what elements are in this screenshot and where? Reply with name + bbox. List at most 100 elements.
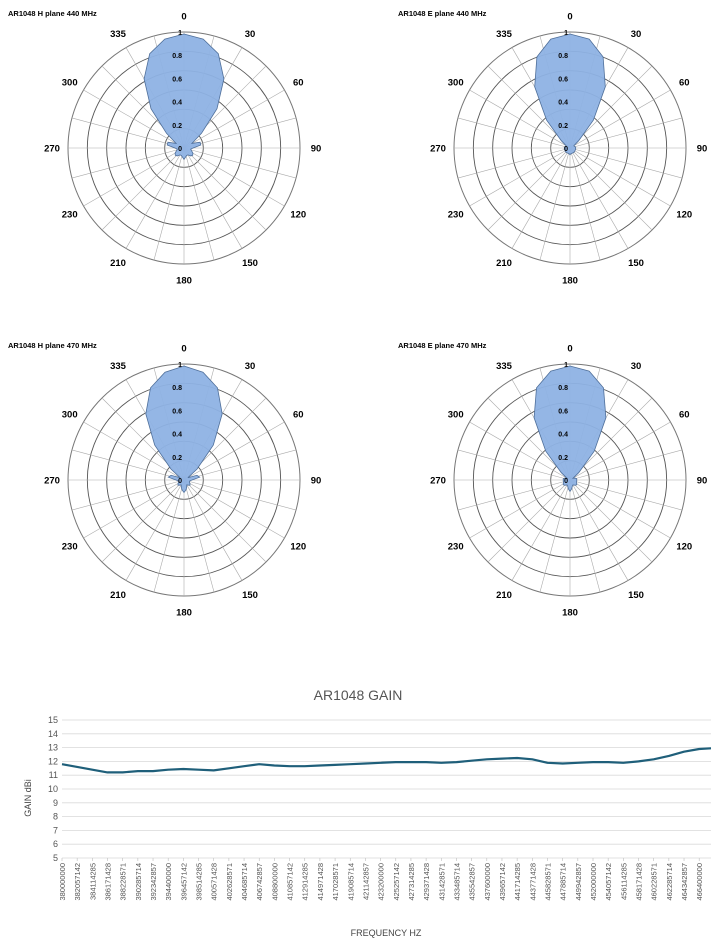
gain-x-tick-label: 412914285 [301, 863, 310, 901]
polar-angle-tick-label: 210 [110, 590, 126, 601]
polar-angle-tick-label: 300 [62, 78, 78, 89]
polar-angle-tick-label: 335 [496, 29, 513, 40]
polar-spoke [71, 449, 185, 481]
gain-x-tick-label: 447885714 [559, 863, 568, 901]
polar-spoke [183, 147, 267, 231]
gain-x-tick-label: 466400000 [695, 863, 704, 901]
polar-spoke [569, 479, 671, 539]
polar-pattern-area [534, 33, 606, 156]
gain-x-tick-label: 437600000 [483, 863, 492, 901]
polar-spoke [83, 479, 185, 539]
polar-spoke [569, 479, 653, 563]
gain-y-tick-label: 15 [48, 715, 58, 725]
polar-radial-tick-label: 0.8 [172, 385, 182, 392]
gain-x-tick-label: 425257142 [392, 863, 401, 901]
polar-chart-e-plane-470: AR1048 E plane 470 MHz 0 0.2 0.4 0.6 0.8 1 0 30… [398, 341, 707, 619]
polar-angle-tick-label: 300 [448, 78, 464, 89]
polar-radial-tick-label: 0 [178, 146, 182, 153]
polar-spoke [511, 147, 571, 249]
polar-angle-tick-label: 30 [631, 361, 642, 372]
polar-angle-tick-label: 120 [676, 542, 692, 553]
polar-spoke [469, 421, 571, 481]
gain-y-tick-label: 13 [48, 743, 58, 753]
polar-spoke [569, 89, 671, 149]
polar-angle-tick-label: 180 [176, 276, 192, 287]
polar-spoke [569, 479, 601, 593]
polar-pattern-area [143, 33, 225, 161]
polar-angle-tick-label: 335 [496, 361, 513, 372]
polar-spoke [469, 147, 571, 207]
polar-angle-tick-label: 210 [496, 590, 512, 601]
gain-x-tick-label: 417028571 [331, 863, 340, 901]
polar-spoke [569, 479, 629, 581]
gain-y-tick-label: 12 [48, 756, 58, 766]
gain-x-tick-label: 394400000 [164, 863, 173, 901]
polar-angle-tick-label: 270 [44, 476, 60, 487]
polar-spoke [125, 479, 185, 581]
polar-angle-tick-label: 90 [311, 144, 322, 155]
polar-spoke [83, 421, 185, 481]
gain-x-tick-label: 398514285 [195, 863, 204, 901]
polar-chart-e-plane-440: AR1048 E plane 440 MHz 0 0.2 0.4 0.6 0.8 1 0 30… [398, 9, 707, 287]
polar-angle-tick-label: 60 [293, 78, 304, 89]
gain-x-tick-label: 421142857 [361, 863, 370, 900]
polar-spoke [569, 421, 671, 481]
polar-angle-tick-label: 180 [562, 608, 578, 619]
polar-spoke [487, 147, 571, 231]
polar-spoke [469, 479, 571, 539]
polar-angle-tick-label: 90 [697, 476, 708, 487]
gain-x-tick-label: 396457142 [179, 863, 188, 901]
gain-x-tick-label: 400571428 [210, 863, 219, 901]
gain-x-tick-label: 404685714 [240, 863, 249, 901]
gain-y-tick-label: 7 [53, 825, 58, 835]
polar-spoke [183, 479, 285, 539]
polar-spoke [569, 147, 671, 207]
polar-spoke [101, 479, 185, 563]
gain-x-tick-label: 410857142 [286, 863, 295, 901]
gain-x-tick-label: 441714285 [513, 863, 522, 901]
polar-radial-tick-label: 0.4 [172, 432, 182, 439]
polar-radial-tick-label: 0.6 [558, 76, 568, 83]
gain-x-tick-label: 443771428 [528, 863, 537, 901]
polar-radial-tick-label: 0.6 [172, 408, 182, 415]
gain-x-tick-label: 452000000 [589, 863, 598, 901]
gain-y-tick-label: 10 [48, 784, 58, 794]
polar-angle-tick-label: 335 [110, 361, 127, 372]
polar-angle-tick-label: 150 [628, 590, 644, 601]
polar-radial-tick-label: 0.2 [172, 123, 182, 130]
polar-chart-title: AR1048 H plane 470 MHz [8, 341, 97, 350]
polar-chart-h-plane-440: AR1048 H plane 440 MHz 0 0.2 0.4 0.6 0.8 1 0 30… [8, 9, 321, 287]
polar-spoke [569, 147, 629, 249]
gain-x-tick-label: 408800000 [270, 863, 279, 901]
gain-series-line [61, 747, 711, 774]
polar-chart-title: AR1048 E plane 440 MHz [398, 9, 487, 18]
polar-angle-tick-label: 335 [110, 29, 127, 40]
polar-angle-tick-label: 0 [567, 12, 572, 23]
gain-x-tick-label: 388228571 [119, 863, 128, 901]
gain-x-tick-label: 419085714 [346, 863, 355, 901]
polar-angle-tick-label: 210 [110, 258, 126, 269]
polar-spoke [83, 89, 185, 149]
gain-chart-x-axis-label: FREQUENCY HZ [351, 928, 422, 938]
polar-angle-tick-label: 300 [448, 410, 464, 421]
polar-angle-tick-label: 0 [181, 12, 186, 23]
polar-spoke [183, 479, 243, 581]
polar-angle-tick-label: 180 [176, 608, 192, 619]
polar-pattern-area [145, 365, 223, 494]
polar-angle-tick-label: 180 [562, 276, 578, 287]
polar-spoke [457, 147, 571, 179]
polar-radial-tick-label: 0.6 [172, 76, 182, 83]
polar-spoke [539, 147, 571, 261]
polar-spoke [469, 89, 571, 149]
polar-radial-tick-label: 0 [564, 478, 568, 485]
polar-angle-tick-label: 270 [430, 476, 446, 487]
polar-radial-tick-label: 0.8 [558, 53, 568, 60]
gain-x-tick-label: 392342857 [149, 863, 158, 901]
polar-spoke [183, 421, 285, 481]
polar-radial-tick-label: 0.4 [558, 432, 568, 439]
polar-radial-tick-label: 0.2 [172, 455, 182, 462]
polar-angle-tick-label: 270 [430, 144, 446, 155]
gain-x-tick-label: 460228571 [650, 863, 659, 901]
gain-chart-y-axis-label: GAIN dBi [23, 779, 33, 817]
gain-x-tick-label: 445828571 [544, 863, 553, 901]
